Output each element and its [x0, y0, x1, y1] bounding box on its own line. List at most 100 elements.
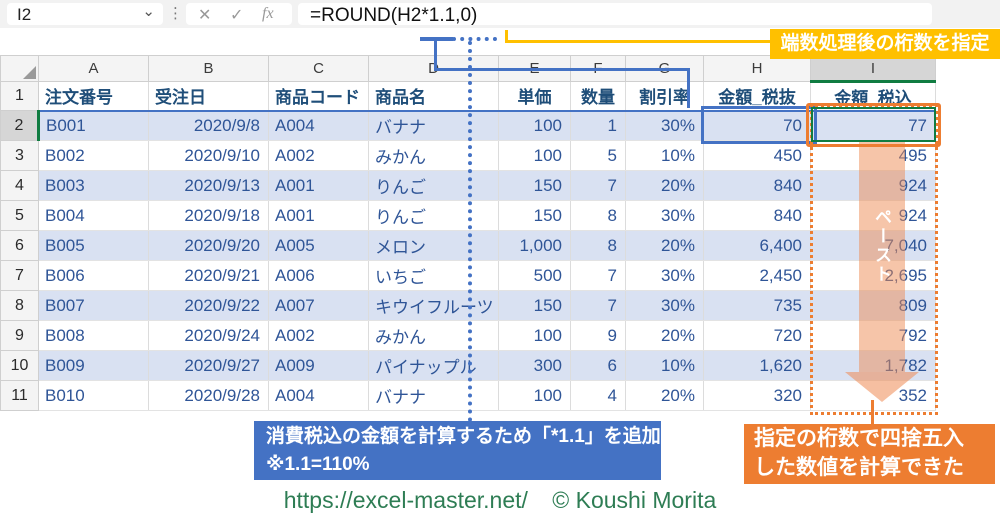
cell-G2[interactable]: 30% [625, 110, 704, 141]
cell-B2[interactable]: 2020/9/8 [148, 110, 269, 141]
column-header-C[interactable]: C [268, 55, 369, 82]
cell-D6[interactable]: メロン [368, 230, 499, 261]
cell-B10[interactable]: 2020/9/27 [148, 350, 269, 381]
cell-D7[interactable]: いちご [368, 260, 499, 291]
cell-B3[interactable]: 2020/9/10 [148, 140, 269, 171]
cell-F4[interactable]: 7 [570, 170, 626, 201]
cell-B1[interactable]: 受注日 [148, 81, 269, 112]
row-header-2[interactable]: 2 [0, 110, 40, 141]
cell-F11[interactable]: 4 [570, 380, 626, 411]
cell-D8[interactable]: キウイフルーツ [368, 290, 499, 321]
cell-D4[interactable]: りんご [368, 170, 499, 201]
cell-A6[interactable]: B005 [38, 230, 149, 261]
cell-D9[interactable]: みかん [368, 320, 499, 351]
cell-F5[interactable]: 8 [570, 200, 626, 231]
cell-D2[interactable]: バナナ [368, 110, 499, 141]
cell-C10[interactable]: A009 [268, 350, 369, 381]
cell-C5[interactable]: A001 [268, 200, 369, 231]
cell-E4[interactable]: 150 [498, 170, 571, 201]
cell-E11[interactable]: 100 [498, 380, 571, 411]
cell-G6[interactable]: 20% [625, 230, 704, 261]
cell-E2[interactable]: 100 [498, 110, 571, 141]
cell-C8[interactable]: A007 [268, 290, 369, 321]
cell-F3[interactable]: 5 [570, 140, 626, 171]
cell-F7[interactable]: 7 [570, 260, 626, 291]
cell-G1[interactable]: 割引率 [625, 81, 704, 112]
cell-H5[interactable]: 840 [703, 200, 811, 231]
cell-C3[interactable]: A002 [268, 140, 369, 171]
name-box[interactable]: I2 ⌄ [7, 3, 163, 25]
cell-B9[interactable]: 2020/9/24 [148, 320, 269, 351]
cell-D5[interactable]: りんご [368, 200, 499, 231]
cell-E8[interactable]: 150 [498, 290, 571, 321]
cell-G8[interactable]: 30% [625, 290, 704, 321]
cell-C11[interactable]: A004 [268, 380, 369, 411]
cell-E3[interactable]: 100 [498, 140, 571, 171]
cell-C9[interactable]: A002 [268, 320, 369, 351]
cell-H10[interactable]: 1,620 [703, 350, 811, 381]
column-header-A[interactable]: A [38, 55, 149, 82]
cell-F1[interactable]: 数量 [570, 81, 626, 112]
cell-G5[interactable]: 30% [625, 200, 704, 231]
cell-G9[interactable]: 20% [625, 320, 704, 351]
row-header-10[interactable]: 10 [0, 350, 39, 381]
row-header-7[interactable]: 7 [0, 260, 39, 291]
cell-A10[interactable]: B009 [38, 350, 149, 381]
cell-H4[interactable]: 840 [703, 170, 811, 201]
row-header-8[interactable]: 8 [0, 290, 39, 321]
cell-C7[interactable]: A006 [268, 260, 369, 291]
cell-H8[interactable]: 735 [703, 290, 811, 321]
cell-G4[interactable]: 20% [625, 170, 704, 201]
cell-G10[interactable]: 10% [625, 350, 704, 381]
cell-B6[interactable]: 2020/9/20 [148, 230, 269, 261]
cell-I2[interactable]: 77 [810, 110, 936, 141]
cell-C2[interactable]: A004 [268, 110, 369, 141]
cell-A1[interactable]: 注文番号 [38, 81, 149, 112]
cell-C1[interactable]: 商品コード [268, 81, 369, 112]
cell-H11[interactable]: 320 [703, 380, 811, 411]
row-header-5[interactable]: 5 [0, 200, 39, 231]
cell-F10[interactable]: 6 [570, 350, 626, 381]
cell-F9[interactable]: 9 [570, 320, 626, 351]
row-header-1[interactable]: 1 [0, 81, 39, 111]
cell-F8[interactable]: 7 [570, 290, 626, 321]
cell-A7[interactable]: B006 [38, 260, 149, 291]
enter-icon[interactable]: ✓ [230, 7, 244, 24]
select-all-corner[interactable] [0, 55, 39, 82]
cell-E10[interactable]: 300 [498, 350, 571, 381]
cell-H6[interactable]: 6,400 [703, 230, 811, 261]
column-header-H[interactable]: H [703, 55, 811, 82]
cell-B11[interactable]: 2020/9/28 [148, 380, 269, 411]
cell-G3[interactable]: 10% [625, 140, 704, 171]
cell-D11[interactable]: バナナ [368, 380, 499, 411]
cell-D3[interactable]: みかん [368, 140, 499, 171]
column-header-B[interactable]: B [148, 55, 269, 82]
fx-icon[interactable]: fx [262, 5, 274, 22]
cell-E1[interactable]: 単価 [498, 81, 571, 112]
cell-H9[interactable]: 720 [703, 320, 811, 351]
cell-B7[interactable]: 2020/9/21 [148, 260, 269, 291]
cell-B5[interactable]: 2020/9/18 [148, 200, 269, 231]
cell-G7[interactable]: 30% [625, 260, 704, 291]
cell-A9[interactable]: B008 [38, 320, 149, 351]
row-header-9[interactable]: 9 [0, 320, 39, 351]
cell-E9[interactable]: 100 [498, 320, 571, 351]
cell-C6[interactable]: A005 [268, 230, 369, 261]
row-header-3[interactable]: 3 [0, 140, 39, 171]
cell-H7[interactable]: 2,450 [703, 260, 811, 291]
cell-B4[interactable]: 2020/9/13 [148, 170, 269, 201]
cell-A8[interactable]: B007 [38, 290, 149, 321]
cell-A11[interactable]: B010 [38, 380, 149, 411]
cell-C4[interactable]: A001 [268, 170, 369, 201]
row-header-4[interactable]: 4 [0, 170, 39, 201]
cell-A5[interactable]: B004 [38, 200, 149, 231]
cell-E7[interactable]: 500 [498, 260, 571, 291]
cell-B8[interactable]: 2020/9/22 [148, 290, 269, 321]
cell-H2[interactable]: 70 [703, 110, 811, 141]
cell-F6[interactable]: 8 [570, 230, 626, 261]
cell-G11[interactable]: 20% [625, 380, 704, 411]
chevron-down-icon[interactable]: ⌄ [142, 3, 155, 20]
formula-input[interactable]: =ROUND(H2*1.1,0) [298, 3, 932, 26]
cell-E6[interactable]: 1,000 [498, 230, 571, 261]
row-header-6[interactable]: 6 [0, 230, 39, 261]
